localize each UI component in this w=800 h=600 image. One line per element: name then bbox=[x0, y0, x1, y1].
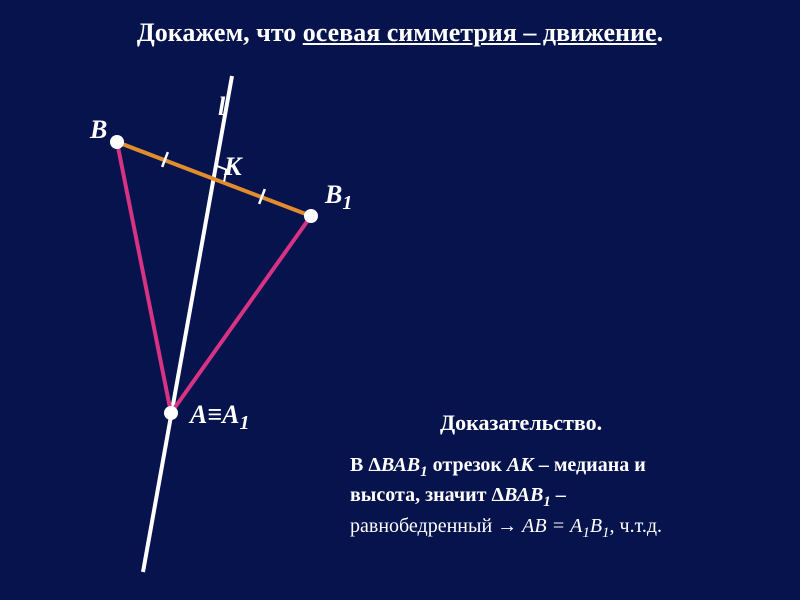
point-B bbox=[110, 135, 124, 149]
proof-heading: Доказательство. bbox=[440, 410, 602, 436]
label-A: А≡А1 bbox=[190, 400, 250, 435]
axis-line bbox=[143, 76, 232, 572]
segment-AB bbox=[117, 142, 171, 413]
label-l: l bbox=[218, 92, 225, 122]
proof-body: В ΔВАВ1 отрезок АК – медиана и высота, з… bbox=[350, 452, 662, 543]
label-B1: В1 bbox=[325, 180, 352, 215]
segment-BB1 bbox=[117, 142, 311, 216]
point-A bbox=[164, 406, 178, 420]
label-K: К bbox=[224, 152, 242, 182]
label-B: В bbox=[90, 115, 107, 145]
point-B1 bbox=[304, 209, 318, 223]
segment-AB1 bbox=[171, 216, 311, 413]
